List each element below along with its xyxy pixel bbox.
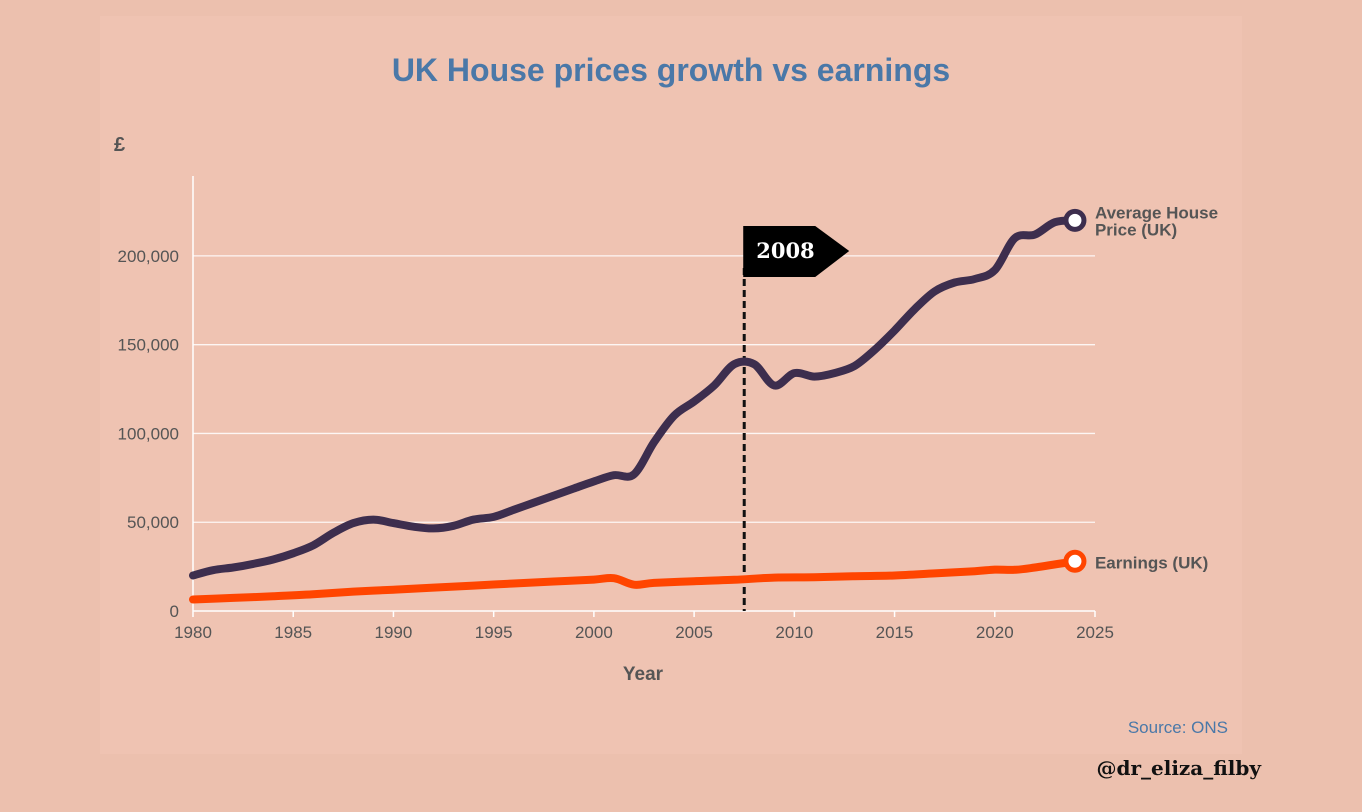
- x-axis-label: Year: [623, 664, 664, 685]
- series-label: Price (UK): [1095, 220, 1177, 239]
- annotation-label: 2008: [756, 238, 814, 263]
- x-tick-label: 2005: [675, 623, 713, 642]
- x-tick-label: 2015: [876, 623, 914, 642]
- y-axis-label: £: [114, 134, 126, 156]
- y-tick-label: 150,000: [118, 336, 179, 355]
- author-handle: @dr_eliza_filby: [1096, 756, 1261, 780]
- x-tick-label: 2010: [775, 623, 813, 642]
- series-label: Earnings (UK): [1095, 553, 1208, 572]
- y-tick-label: 100,000: [118, 424, 179, 443]
- series-line-earnings-uk: [189, 557, 1079, 604]
- x-tick-label: 1980: [174, 623, 212, 642]
- y-tick-label: 0: [170, 602, 179, 621]
- chart-title: UK House prices growth vs earnings: [391, 52, 951, 88]
- series-end-marker-earnings-uk: [1063, 549, 1087, 573]
- chart-panel: [100, 16, 1242, 754]
- x-tick-label: 2000: [575, 623, 613, 642]
- x-tick-label: 2025: [1076, 623, 1114, 642]
- series-end-marker-average-house-price-uk: [1063, 208, 1087, 232]
- x-tick-label: 1995: [475, 623, 513, 642]
- x-tick-label: 1985: [274, 623, 312, 642]
- y-tick-label: 50,000: [127, 513, 179, 532]
- source-note: Source: ONS: [1127, 718, 1228, 737]
- series-label: Average House: [1095, 203, 1218, 222]
- y-tick-label: 200,000: [118, 247, 179, 266]
- x-tick-label: 1990: [375, 623, 413, 642]
- x-tick-label: 2020: [976, 623, 1014, 642]
- annotation-flag: [743, 226, 850, 277]
- series-line-average-house-price-uk: [189, 216, 1079, 580]
